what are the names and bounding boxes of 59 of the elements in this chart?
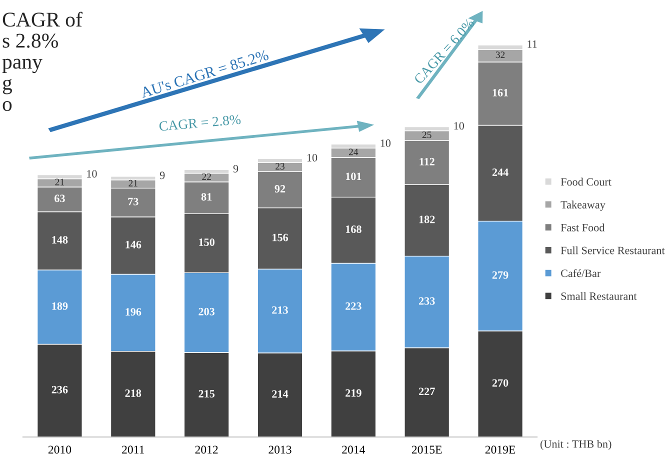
- legend-label: Full Service Restaurant: [560, 246, 665, 254]
- data-label: 24: [348, 148, 358, 156]
- data-label: 215: [198, 390, 214, 398]
- data-label: 10: [380, 139, 391, 147]
- data-label: 23: [276, 163, 284, 170]
- data-label: 161: [492, 88, 508, 96]
- x-tick-label: 2013: [268, 446, 292, 454]
- legend-label: Fast Food: [560, 224, 605, 232]
- data-label: 182: [419, 216, 435, 224]
- legend-label: Takeaway: [560, 200, 606, 211]
- data-label: 22: [202, 173, 211, 180]
- data-label: 168: [346, 226, 362, 234]
- data-label: 9: [233, 165, 238, 172]
- data-label: 146: [126, 240, 142, 248]
- x-tick-label: 2014: [342, 446, 366, 454]
- data-label: 81: [201, 193, 212, 201]
- data-label: 63: [54, 194, 65, 202]
- data-label: 112: [420, 158, 434, 166]
- x-tick-label: 2010: [48, 446, 72, 454]
- text: (Unit : THB bn): [540, 440, 612, 450]
- data-label: 32: [496, 52, 505, 58]
- data-label: 214: [272, 390, 288, 398]
- data-label: 279: [492, 271, 508, 279]
- data-label: 236: [52, 386, 68, 394]
- data-label: 10: [307, 154, 318, 162]
- data-label: 227: [418, 388, 435, 396]
- data-label: 25: [422, 132, 432, 138]
- x-tick-label: 2011: [122, 446, 144, 454]
- x-tick-label: 2012: [195, 446, 218, 454]
- legend-label: Food Court: [560, 178, 612, 186]
- legend-label: Small Restaurant: [561, 292, 637, 300]
- data-label: 270: [492, 379, 508, 387]
- data-label: 11: [528, 40, 537, 48]
- data-label: 189: [52, 302, 68, 310]
- data-label: 9: [160, 172, 165, 180]
- data-label: 223: [346, 302, 362, 310]
- annotation: CAGR of s 2.8% pany g o: [2, 12, 82, 112]
- data-label: 21: [128, 180, 138, 186]
- data-label: 148: [52, 236, 68, 244]
- data-label: 203: [198, 308, 215, 316]
- data-label: 244: [492, 168, 508, 176]
- data-label: 213: [272, 306, 288, 314]
- annotation: AU's CAGR = 85.2%: [140, 50, 270, 98]
- data-label: 10: [87, 170, 97, 178]
- data-label: 21: [55, 178, 64, 186]
- legend-label: Café/Bar: [561, 269, 601, 278]
- data-label: 92: [274, 185, 286, 193]
- data-label: 10: [454, 122, 464, 130]
- data-label: 218: [125, 389, 142, 397]
- x-tick-label: 2015E: [412, 446, 442, 454]
- data-label: 219: [346, 389, 362, 397]
- data-label: 101: [346, 172, 362, 180]
- data-label: 73: [128, 198, 138, 206]
- annotation: CAGR = 2.8%: [159, 114, 241, 132]
- data-label: 150: [199, 238, 214, 246]
- data-label: 196: [126, 308, 142, 316]
- data-label: 233: [418, 297, 435, 305]
- x-tick-label: 2019E: [485, 446, 516, 454]
- data-label: 156: [272, 234, 288, 242]
